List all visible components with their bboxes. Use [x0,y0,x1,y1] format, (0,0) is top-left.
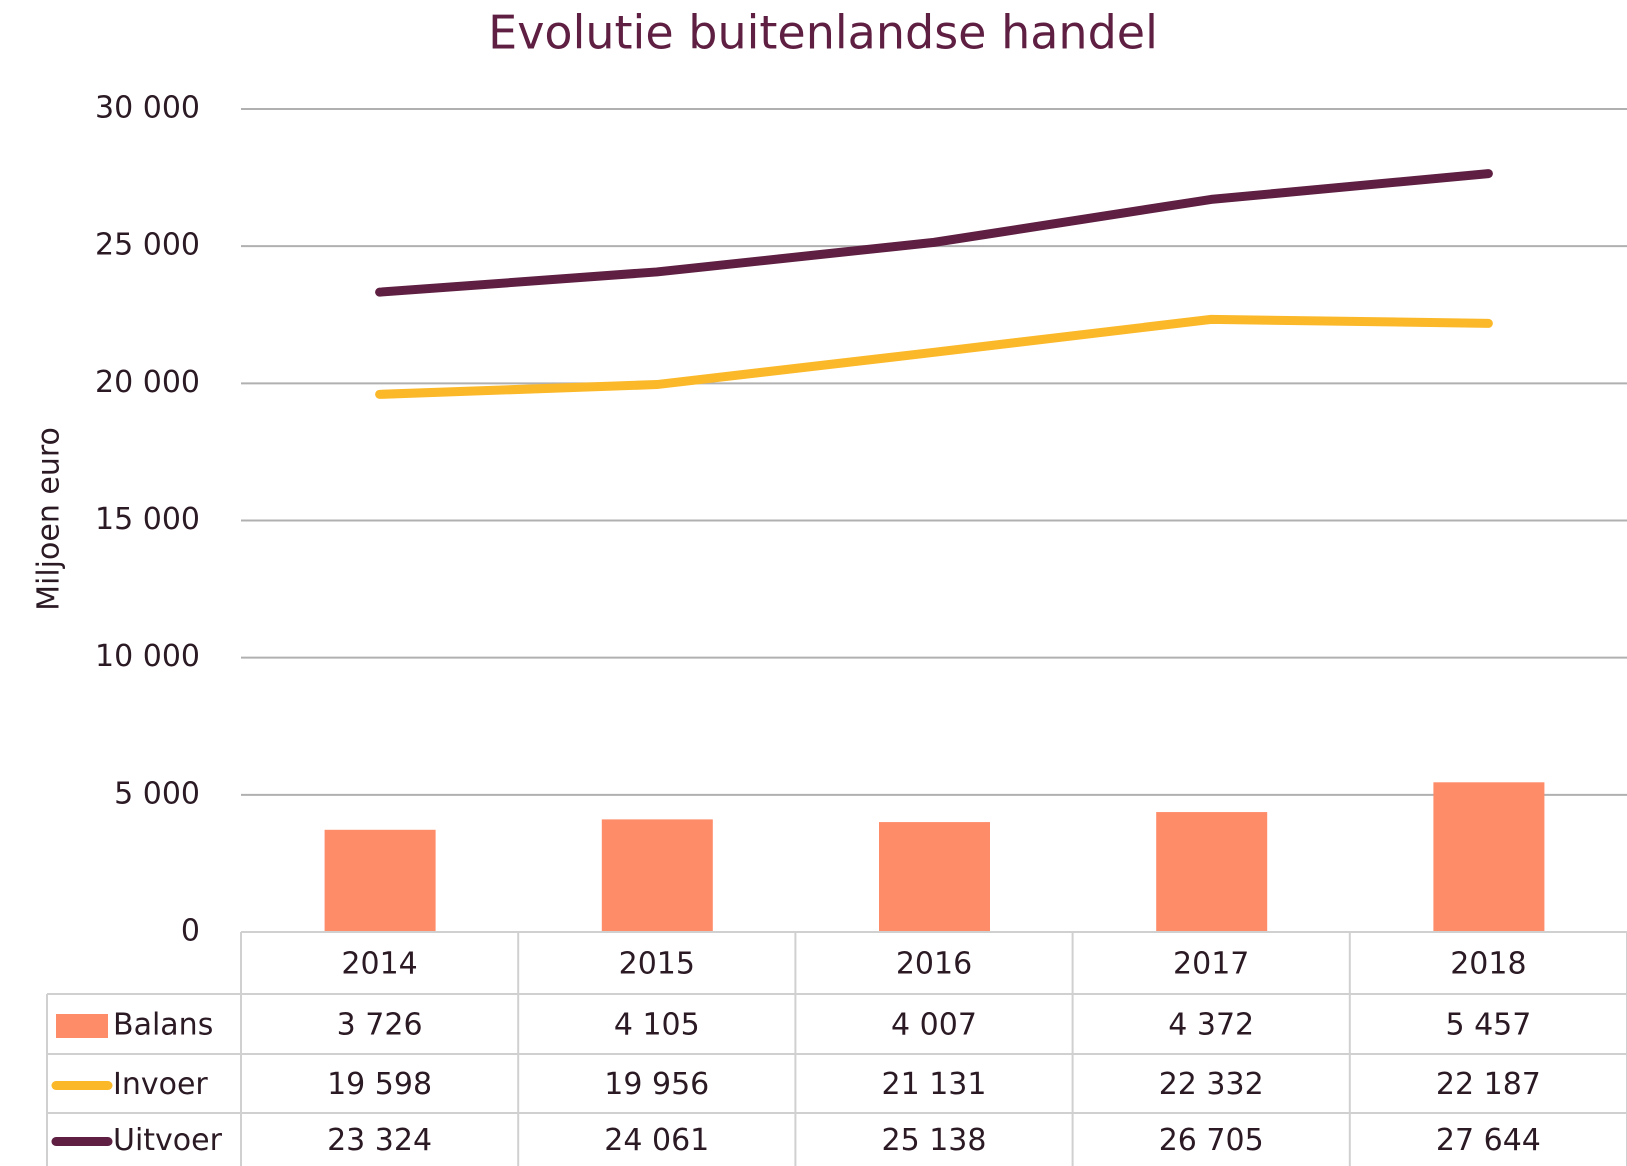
bar [1156,812,1268,932]
y-tick-label: 10 000 [95,639,200,674]
bar [879,822,990,932]
table-value: 23 324 [327,1123,432,1158]
bar [1433,782,1545,932]
table-value: 4 007 [891,1008,977,1043]
legend-label: Uitvoer [113,1123,223,1158]
table-value: 22 187 [1436,1067,1541,1102]
x-tick-label: 2017 [1173,947,1249,982]
y-axis-label: Miljoen euro [32,427,67,611]
bar [324,829,436,932]
bar [601,819,713,932]
table-value: 26 705 [1159,1123,1264,1158]
chart-title: Evolutie buitenlandse handel [488,6,1158,60]
table-value: 19 956 [604,1067,709,1102]
table-value: 4 105 [614,1008,700,1043]
legend-swatch [56,1014,108,1038]
legend-label: Invoer [113,1067,208,1102]
y-tick-label: 20 000 [95,365,200,400]
table-value: 25 138 [882,1123,987,1158]
table-value: 27 644 [1436,1123,1541,1158]
table-value: 22 332 [1159,1067,1264,1102]
x-tick-label: 2016 [896,947,972,982]
y-tick-label: 30 000 [95,91,200,126]
x-tick-label: 2015 [619,947,695,982]
x-tick-label: 2014 [341,947,417,982]
table-value: 4 372 [1168,1008,1254,1043]
y-tick-label: 15 000 [95,502,200,537]
y-tick-label: 5 000 [114,776,200,811]
table-value: 24 061 [604,1123,709,1158]
line [375,169,1493,297]
line [375,314,1493,399]
y-tick-label: 25 000 [95,228,200,263]
x-tick-label: 2018 [1450,947,1526,982]
table-value: 5 457 [1445,1008,1531,1043]
table-value: 19 598 [327,1067,432,1102]
legend-label: Balans [113,1008,213,1043]
table-value: 21 131 [882,1067,987,1102]
table-value: 3 726 [337,1008,423,1043]
y-tick-label: 0 [181,914,200,949]
